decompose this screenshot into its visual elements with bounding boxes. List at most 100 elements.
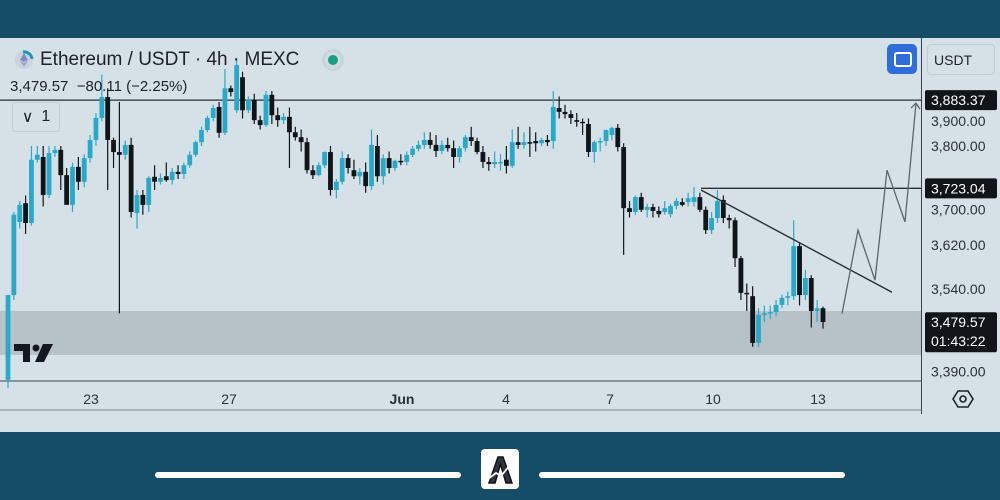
candle[interactable]: [574, 113, 580, 127]
candle[interactable]: [674, 198, 679, 210]
candle[interactable]: [521, 132, 527, 149]
candle[interactable]: [744, 283, 750, 312]
candlestick-chart[interactable]: 3,900.00 3,800.00 3,700.00 3,620.00 3,540.00…: [0, 38, 1000, 432]
candle[interactable]: [374, 135, 380, 182]
candle[interactable]: [87, 135, 93, 163]
candle[interactable]: [503, 146, 509, 174]
candle[interactable]: [328, 146, 333, 196]
candle[interactable]: [820, 306, 826, 329]
candle[interactable]: [732, 217, 738, 268]
candle[interactable]: [240, 71, 245, 119]
support-zone[interactable]: [0, 311, 921, 355]
candle[interactable]: [386, 151, 392, 174]
candle[interactable]: [609, 126, 615, 141]
candle[interactable]: [457, 146, 462, 163]
candle[interactable]: [304, 137, 310, 174]
candle[interactable]: [17, 201, 23, 229]
candle[interactable]: [439, 140, 445, 155]
candle[interactable]: [58, 146, 64, 190]
candle[interactable]: [287, 107, 292, 169]
candle[interactable]: [527, 126, 533, 157]
candle[interactable]: [586, 118, 591, 158]
candle[interactable]: [216, 102, 222, 138]
candle[interactable]: [322, 151, 328, 169]
candle[interactable]: [134, 190, 140, 229]
candle[interactable]: [632, 195, 638, 215]
candle[interactable]: [228, 85, 234, 97]
candle[interactable]: [269, 91, 275, 124]
candle[interactable]: [281, 113, 286, 124]
candle[interactable]: [175, 165, 181, 179]
candle[interactable]: [163, 162, 169, 182]
candle[interactable]: [644, 203, 650, 218]
candle[interactable]: [691, 187, 697, 207]
candle[interactable]: [427, 132, 433, 149]
candle[interactable]: [474, 137, 480, 155]
candle[interactable]: [251, 93, 257, 124]
currency-unit-button[interactable]: USDT: [927, 44, 995, 75]
candle[interactable]: [591, 140, 597, 163]
candle[interactable]: [64, 168, 70, 205]
candle[interactable]: [128, 137, 134, 218]
candle[interactable]: [662, 201, 668, 215]
candle[interactable]: [222, 69, 228, 135]
candle[interactable]: [615, 124, 621, 152]
candle[interactable]: [40, 146, 46, 207]
candle[interactable]: [351, 159, 357, 179]
candle[interactable]: [509, 129, 515, 169]
candle[interactable]: [204, 115, 210, 133]
candle[interactable]: [310, 165, 316, 179]
candle[interactable]: [679, 198, 685, 207]
candle[interactable]: [421, 132, 427, 149]
candle[interactable]: [5, 295, 11, 388]
candle[interactable]: [152, 165, 157, 190]
candle[interactable]: [709, 212, 714, 234]
candle[interactable]: [380, 154, 386, 185]
candle[interactable]: [726, 214, 732, 229]
candle[interactable]: [562, 104, 568, 119]
candle[interactable]: [105, 88, 111, 190]
candle[interactable]: [568, 110, 574, 124]
candle[interactable]: [720, 195, 726, 224]
candle[interactable]: [656, 206, 662, 218]
candle[interactable]: [697, 192, 703, 212]
candle[interactable]: [480, 146, 486, 168]
candle[interactable]: [703, 206, 709, 235]
candle[interactable]: [169, 168, 175, 185]
indicators-collapse-button[interactable]: ∨ 1: [12, 102, 60, 132]
tradingview-logo[interactable]: [14, 344, 53, 362]
candle[interactable]: [23, 195, 28, 235]
descending-trendline[interactable]: [700, 189, 893, 293]
candle[interactable]: [550, 91, 556, 149]
candle[interactable]: [580, 118, 586, 136]
candle[interactable]: [398, 154, 404, 166]
candle[interactable]: [445, 137, 451, 152]
candle[interactable]: [803, 269, 808, 300]
candle[interactable]: [70, 162, 75, 213]
candle[interactable]: [46, 146, 52, 199]
candle[interactable]: [492, 151, 498, 169]
candle[interactable]: [556, 96, 562, 119]
candle[interactable]: [539, 137, 544, 146]
projection-path[interactable]: [841, 103, 917, 314]
candle[interactable]: [158, 173, 163, 185]
candle[interactable]: [298, 129, 304, 152]
candle[interactable]: [333, 179, 339, 199]
candle[interactable]: [245, 96, 251, 114]
candle[interactable]: [146, 176, 152, 212]
candle[interactable]: [756, 308, 761, 347]
candle[interactable]: [627, 201, 632, 218]
candle[interactable]: [486, 157, 492, 171]
candle[interactable]: [738, 256, 744, 300]
candle[interactable]: [111, 137, 116, 168]
candle[interactable]: [316, 162, 322, 177]
candle[interactable]: [75, 157, 81, 190]
candle[interactable]: [603, 129, 609, 147]
candle[interactable]: [468, 126, 474, 146]
candle[interactable]: [410, 146, 415, 157]
candle[interactable]: [498, 154, 503, 171]
market-status-dot[interactable]: [325, 52, 341, 68]
candle[interactable]: [363, 162, 369, 193]
candle[interactable]: [81, 154, 87, 188]
candle[interactable]: [93, 113, 99, 146]
